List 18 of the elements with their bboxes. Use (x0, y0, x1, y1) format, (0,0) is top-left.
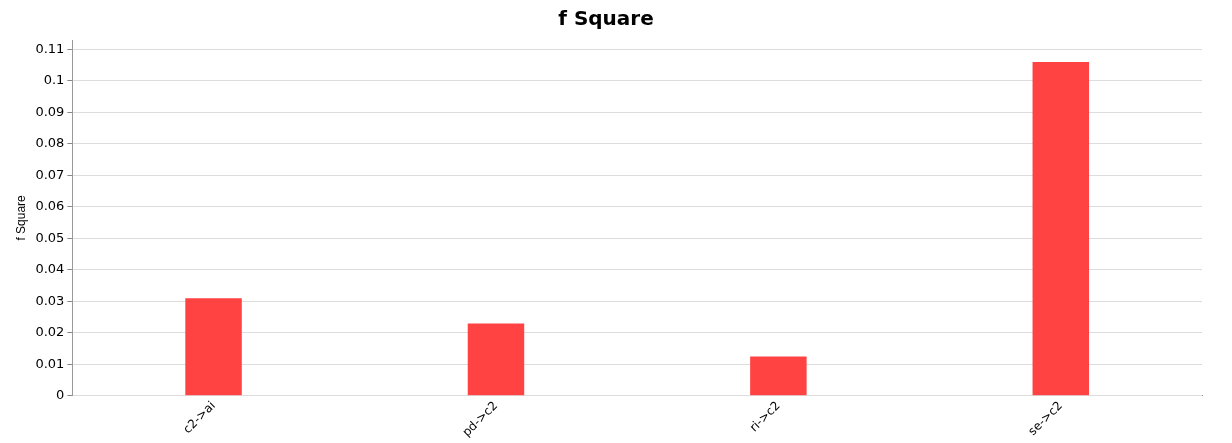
y-tick-label: 0.01 (35, 355, 65, 371)
y-tick-label: 0.07 (35, 166, 65, 182)
y-tick-label: 0.05 (35, 229, 65, 245)
y-tick-label: 0.06 (35, 198, 65, 214)
y-axis-title: f Square (13, 194, 28, 241)
y-tick-label: 0 (56, 387, 65, 403)
y-tick-label: 0.04 (35, 261, 65, 277)
y-tick-label: 0.1 (43, 72, 65, 88)
y-tick-label: 0.03 (35, 292, 65, 308)
chart-title: f Square (558, 6, 654, 31)
bar (1032, 62, 1090, 396)
bar (185, 298, 242, 396)
bar (467, 323, 525, 396)
bar (750, 356, 807, 396)
y-tick-label: 0.02 (35, 324, 65, 340)
y-tick-label: 0.09 (35, 103, 65, 119)
y-tick-label: 0.08 (35, 135, 65, 151)
y-tick-label: 0.11 (35, 40, 65, 56)
